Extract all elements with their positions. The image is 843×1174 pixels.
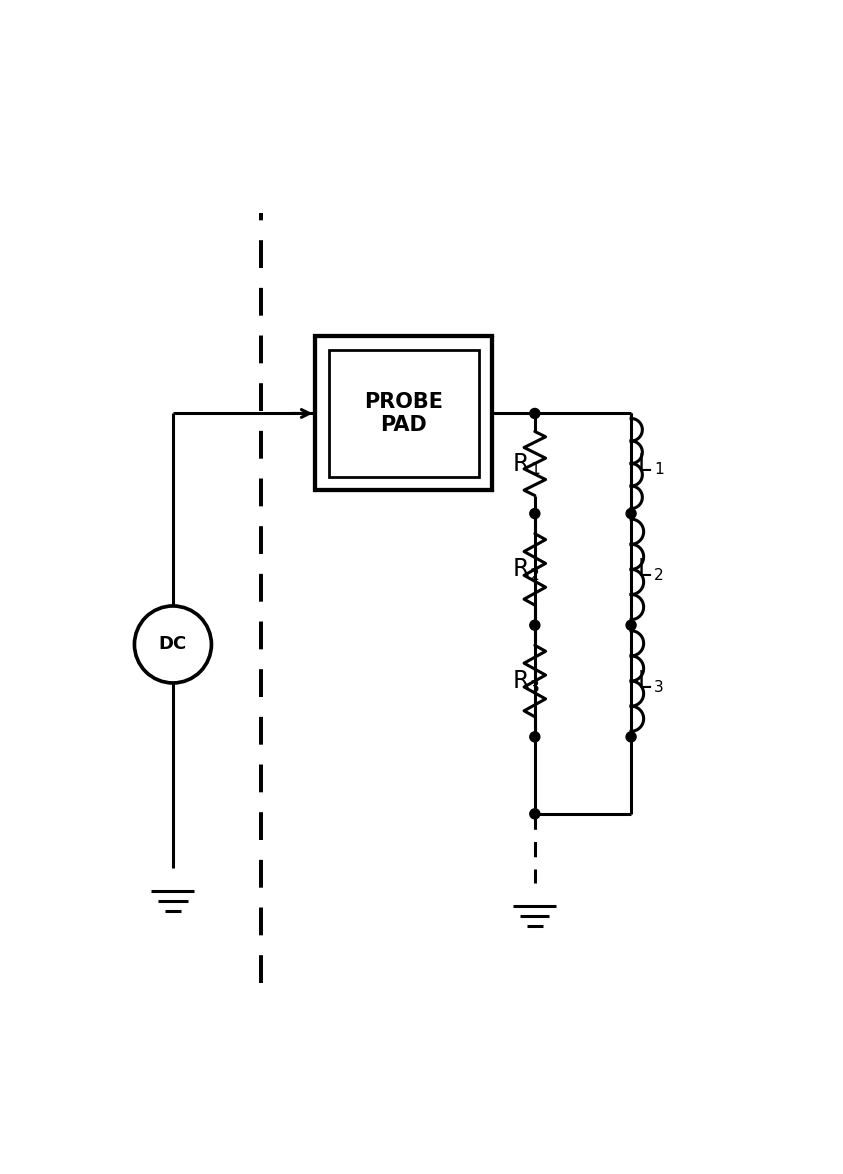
Text: 2: 2 <box>654 568 664 583</box>
Text: DC: DC <box>158 635 187 654</box>
Circle shape <box>530 731 540 742</box>
Text: 3: 3 <box>654 680 664 695</box>
Circle shape <box>626 731 636 742</box>
FancyBboxPatch shape <box>315 337 492 491</box>
Text: 1: 1 <box>530 463 540 477</box>
Text: 2: 2 <box>530 568 540 583</box>
Text: R: R <box>513 669 529 693</box>
Text: L: L <box>637 558 651 581</box>
Text: L: L <box>637 452 651 475</box>
Circle shape <box>530 620 540 630</box>
Circle shape <box>626 620 636 630</box>
Circle shape <box>626 508 636 519</box>
Text: PROBE
PAD: PROBE PAD <box>364 392 443 436</box>
Text: 1: 1 <box>654 463 664 477</box>
Text: R: R <box>513 452 529 475</box>
FancyBboxPatch shape <box>330 350 479 477</box>
Text: 3: 3 <box>530 680 540 695</box>
Circle shape <box>530 508 540 519</box>
Circle shape <box>530 809 540 819</box>
Text: L: L <box>637 669 651 693</box>
Text: R: R <box>513 558 529 581</box>
Circle shape <box>530 409 540 418</box>
